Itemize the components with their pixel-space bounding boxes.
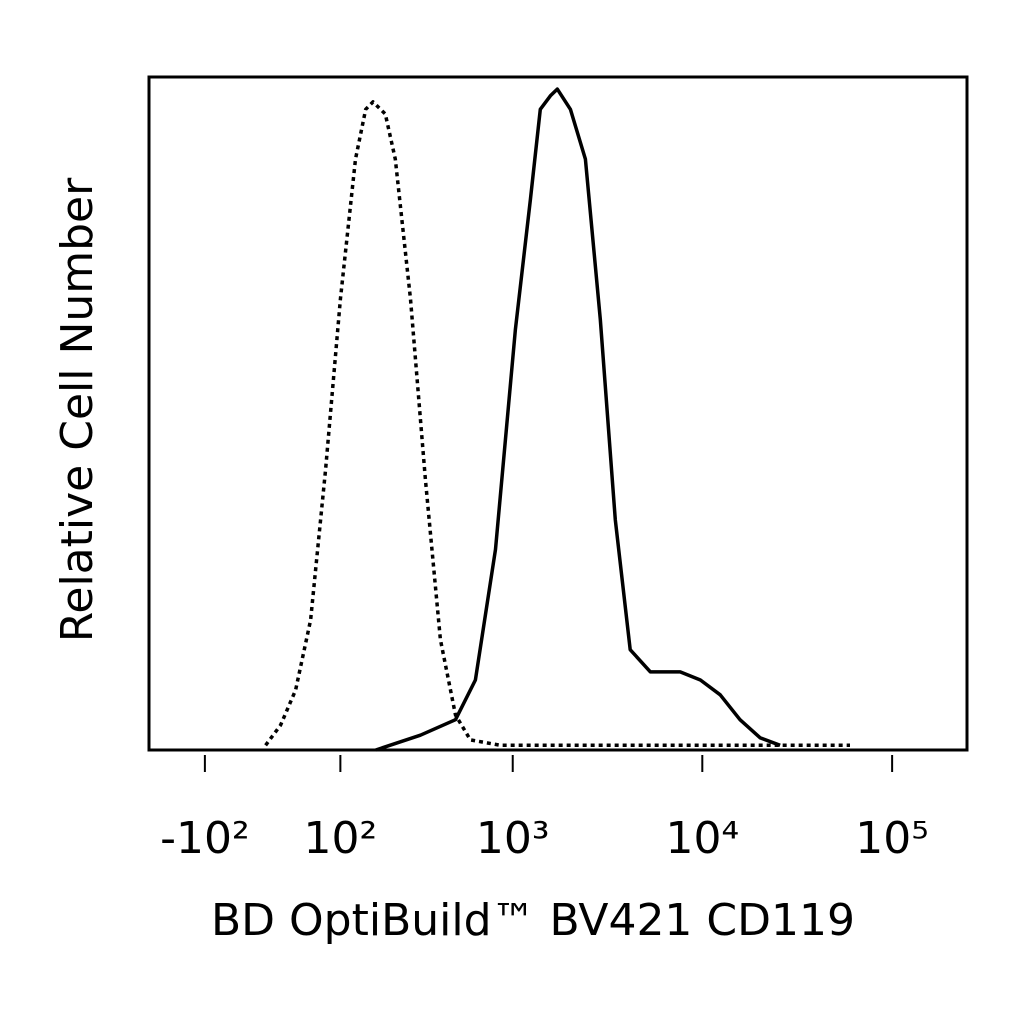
y-axis-label: Relative Cell Number <box>52 177 103 642</box>
x-tick-label: -10² <box>160 813 250 864</box>
x-tick-label: 10⁴ <box>665 813 739 864</box>
histogram-line <box>264 100 850 748</box>
x-axis-label: BD OptiBuild™ BV421 CD119 <box>211 895 855 946</box>
x-tick-label: 10⁵ <box>855 813 929 864</box>
plot-frame <box>147 75 969 752</box>
histogram-line <box>375 87 781 752</box>
x-tick-label: 10³ <box>476 813 550 864</box>
x-tick-label: 10² <box>304 813 378 864</box>
